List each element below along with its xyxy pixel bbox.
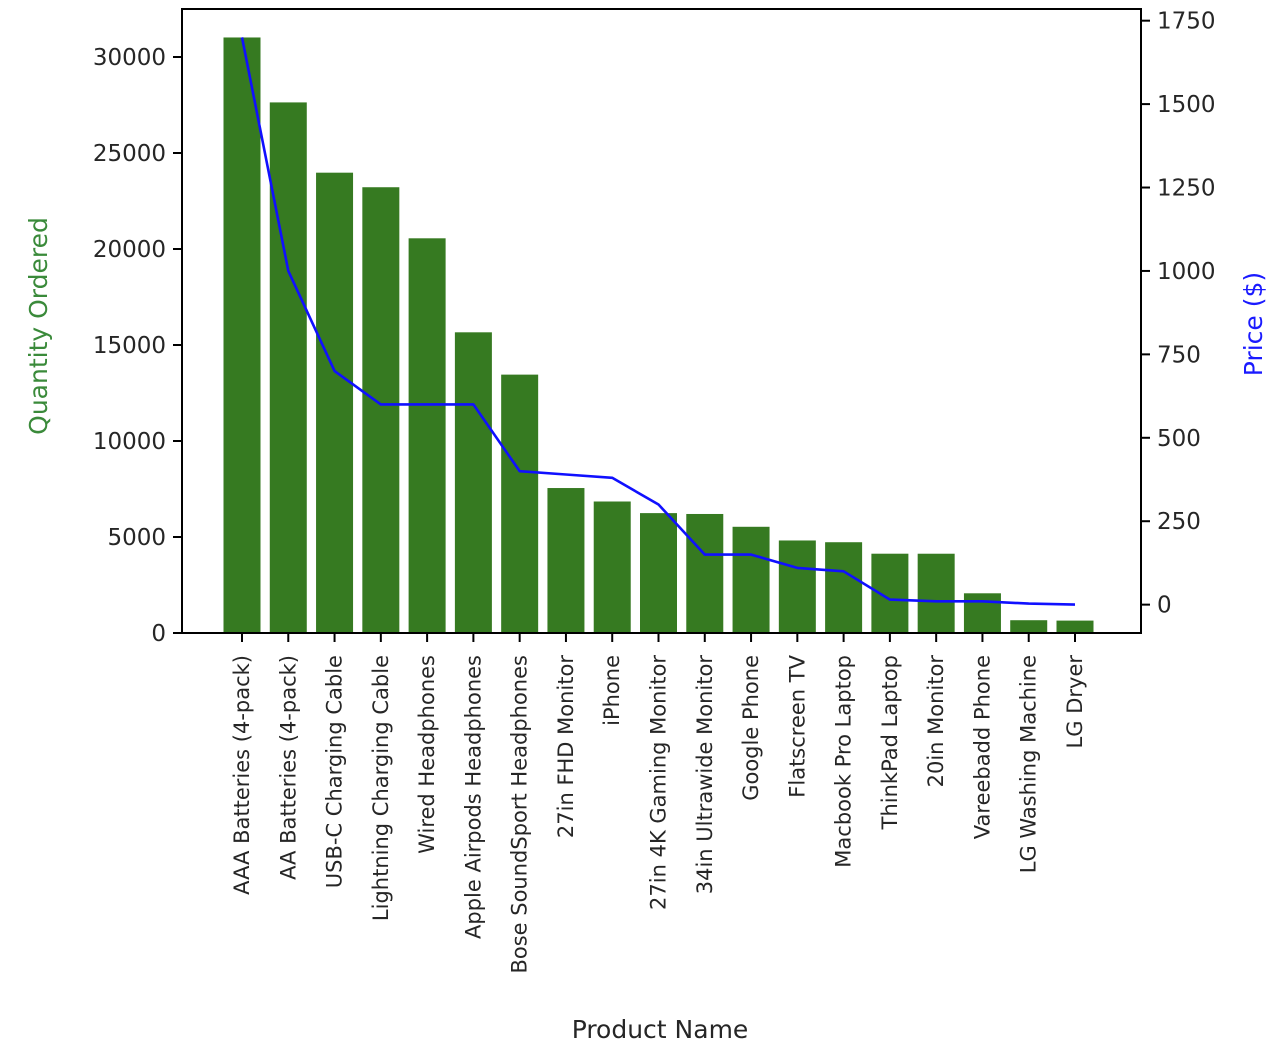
y2-tick-label: 500 xyxy=(1157,426,1201,452)
bar xyxy=(408,238,446,633)
bar xyxy=(454,332,492,633)
bar xyxy=(593,501,631,633)
price-line xyxy=(240,37,1076,606)
x-tick-label: 27in FHD Monitor xyxy=(554,655,578,838)
bar xyxy=(316,172,354,633)
y2-tick-label: 0 xyxy=(1157,593,1172,619)
y2-axis-title: Price ($) xyxy=(1239,272,1268,376)
bar-series xyxy=(223,37,1094,634)
x-tick-label: iPhone xyxy=(600,655,624,726)
bar xyxy=(547,488,585,633)
x-axis-title: Product Name xyxy=(572,1015,749,1044)
bar xyxy=(732,526,770,633)
x-tick-label: Google Phone xyxy=(739,655,763,801)
price-line-series xyxy=(240,37,1076,606)
bar xyxy=(269,102,307,633)
y-tick-label: 30000 xyxy=(93,45,166,71)
bar xyxy=(501,374,539,633)
x-tick-label: 27in 4K Gaming Monitor xyxy=(647,655,671,910)
x-tick-label: AA Batteries (4-pack) xyxy=(276,655,300,880)
y-tick-label: 5000 xyxy=(107,525,166,551)
y2-tick-label: 250 xyxy=(1157,509,1201,535)
x-tick-label: Wired Headphones xyxy=(415,655,439,854)
bar xyxy=(963,593,1001,633)
x-tick-label: AAA Batteries (4-pack) xyxy=(230,655,254,895)
x-tick-label: Flatscreen TV xyxy=(785,654,809,797)
bar xyxy=(778,540,816,633)
bar xyxy=(871,553,909,633)
left-axis-ticks: 0 5000 10000 15000 20000 25000 30000 xyxy=(93,45,182,647)
x-tick-label: LG Dryer xyxy=(1063,655,1087,749)
y2-tick-label: 1750 xyxy=(1157,9,1216,35)
y2-tick-label: 1000 xyxy=(1157,259,1216,285)
x-tick-label: Apple Airpods Headphones xyxy=(461,655,485,939)
y-axis-title: Quantity Ordered xyxy=(24,217,53,435)
bar xyxy=(1056,620,1094,633)
y-tick-label: 10000 xyxy=(93,429,166,455)
bar xyxy=(640,513,677,633)
x-tick-label: 34in Ultrawide Monitor xyxy=(693,655,717,895)
x-tick-label: Bose SoundSport Headphones xyxy=(508,655,532,974)
y2-tick-label: 1500 xyxy=(1157,92,1216,118)
y-tick-label: 15000 xyxy=(93,333,166,359)
x-tick-label: Lightning Charging Cable xyxy=(369,655,393,921)
y-tick-label: 20000 xyxy=(93,237,166,263)
x-tick-label: Vareebadd Phone xyxy=(970,655,994,839)
y-tick-label: 0 xyxy=(151,621,166,647)
x-tick-label: ThinkPad Laptop xyxy=(878,655,902,830)
x-tick-label: LG Washing Machine xyxy=(1017,655,1041,873)
bar xyxy=(223,37,261,634)
x-tick-label: Macbook Pro Laptop xyxy=(832,655,856,868)
y2-tick-label: 750 xyxy=(1157,342,1201,368)
x-tick-label: 20in Monitor xyxy=(924,655,948,788)
bar xyxy=(825,542,863,633)
y2-tick-label: 1250 xyxy=(1157,176,1216,202)
plot-frame xyxy=(181,8,1142,634)
x-axis-ticks: AAA Batteries (4-pack) AA Batteries (4-pa… xyxy=(230,633,1087,974)
bar xyxy=(362,187,400,634)
bar xyxy=(686,513,724,633)
x-tick-label: USB-C Charging Cable xyxy=(323,655,347,888)
y-tick-label: 25000 xyxy=(93,141,166,167)
bar xyxy=(1010,620,1048,633)
right-axis-ticks: 0 250 500 750 1000 1250 1500 1750 xyxy=(1141,9,1216,619)
bar xyxy=(917,553,955,633)
